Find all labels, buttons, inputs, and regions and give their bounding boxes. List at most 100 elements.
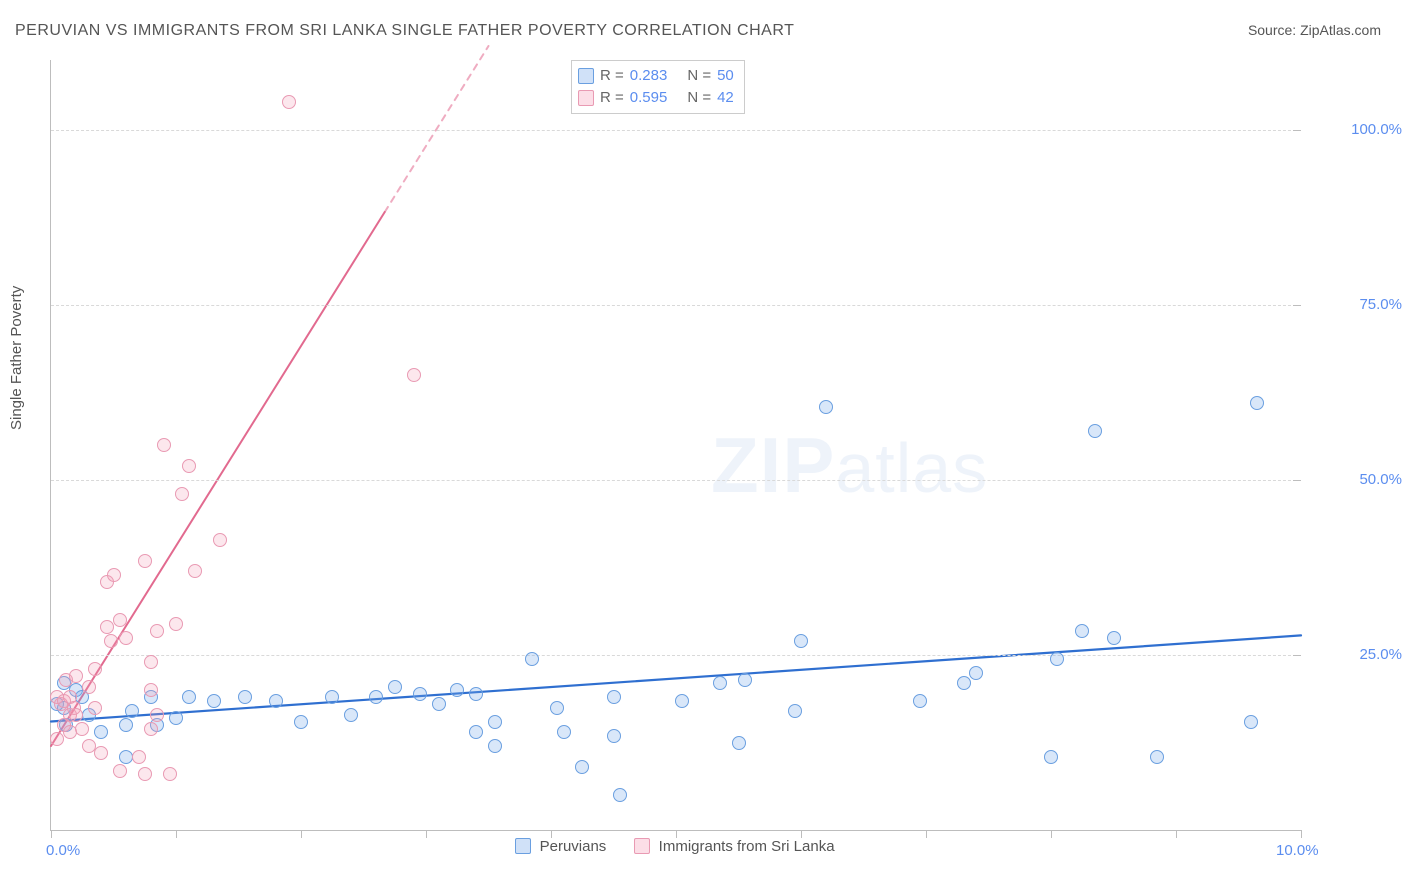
data-point-blue <box>269 694 283 708</box>
data-point-blue <box>119 718 133 732</box>
x-tick-mark <box>426 830 427 838</box>
data-point-blue <box>1088 424 1102 438</box>
swatch-pink-icon <box>578 90 594 106</box>
data-point-pink <box>82 680 96 694</box>
n-value: 42 <box>717 87 734 109</box>
trend-lines-svg <box>51 60 1301 830</box>
data-point-pink <box>104 634 118 648</box>
data-point-blue <box>675 694 689 708</box>
data-point-blue <box>1244 715 1258 729</box>
r-value: 0.283 <box>630 65 668 87</box>
data-point-pink <box>119 631 133 645</box>
x-tick-mark <box>801 830 802 838</box>
data-point-blue <box>607 690 621 704</box>
watermark-rest: atlas <box>835 429 988 507</box>
x-tick-mark <box>926 830 927 838</box>
legend-item-blue: Peruvians <box>515 838 606 855</box>
chart-title: PERUVIAN VS IMMIGRANTS FROM SRI LANKA SI… <box>15 22 794 40</box>
gridline <box>51 130 1301 131</box>
x-tick-label: 0.0% <box>46 842 80 859</box>
x-tick-mark <box>676 830 677 838</box>
data-point-blue <box>344 708 358 722</box>
data-point-pink <box>175 487 189 501</box>
right-tick-mark <box>1293 130 1301 131</box>
x-tick-label: 10.0% <box>1276 842 1319 859</box>
data-point-blue <box>788 704 802 718</box>
y-tick-label: 100.0% <box>1312 121 1402 138</box>
data-point-blue <box>607 729 621 743</box>
data-point-blue <box>819 400 833 414</box>
y-tick-label: 50.0% <box>1312 471 1402 488</box>
data-point-pink <box>100 620 114 634</box>
chart-container: PERUVIAN VS IMMIGRANTS FROM SRI LANKA SI… <box>0 0 1406 892</box>
data-point-blue <box>794 634 808 648</box>
data-point-blue <box>957 676 971 690</box>
stats-row-pink: R = 0.595 N = 42 <box>578 87 734 109</box>
watermark: ZIPatlas <box>711 420 988 511</box>
data-point-pink <box>138 767 152 781</box>
x-tick-mark <box>176 830 177 838</box>
data-point-blue <box>169 711 183 725</box>
r-label: R = <box>600 65 624 87</box>
watermark-bold: ZIP <box>711 421 835 509</box>
right-tick-mark <box>1293 480 1301 481</box>
y-tick-label: 75.0% <box>1312 296 1402 313</box>
data-point-blue <box>525 652 539 666</box>
source-value: ZipAtlas.com <box>1300 22 1381 38</box>
data-point-pink <box>69 669 83 683</box>
legend: Peruvians Immigrants from Sri Lanka <box>50 838 1300 855</box>
data-point-pink <box>282 95 296 109</box>
source-credit: Source: ZipAtlas.com <box>1248 22 1381 38</box>
data-point-pink <box>88 701 102 715</box>
data-point-blue <box>388 680 402 694</box>
data-point-blue <box>738 673 752 687</box>
data-point-blue <box>575 760 589 774</box>
data-point-blue <box>1150 750 1164 764</box>
data-point-pink <box>144 683 158 697</box>
data-point-blue <box>1050 652 1064 666</box>
data-point-blue <box>550 701 564 715</box>
right-tick-mark <box>1293 655 1301 656</box>
gridline <box>51 480 1301 481</box>
data-point-blue <box>325 690 339 704</box>
x-tick-mark <box>51 830 52 838</box>
y-tick-label: 25.0% <box>1312 646 1402 663</box>
data-point-blue <box>125 704 139 718</box>
swatch-blue-icon <box>515 838 531 854</box>
x-tick-mark <box>301 830 302 838</box>
data-point-blue <box>488 715 502 729</box>
data-point-blue <box>119 750 133 764</box>
swatch-blue-icon <box>578 68 594 84</box>
data-point-pink <box>88 662 102 676</box>
gridline <box>51 305 1301 306</box>
data-point-pink <box>107 568 121 582</box>
data-point-pink <box>213 533 227 547</box>
data-point-blue <box>369 690 383 704</box>
data-point-blue <box>613 788 627 802</box>
data-point-blue <box>432 697 446 711</box>
r-label: R = <box>600 87 624 109</box>
r-value: 0.595 <box>630 87 668 109</box>
n-label: N = <box>687 87 711 109</box>
plot-area: ZIPatlas R = 0.283 N = 50 R = 0.595 N = … <box>50 60 1301 831</box>
data-point-blue <box>450 683 464 697</box>
data-point-pink <box>144 722 158 736</box>
data-point-pink <box>94 746 108 760</box>
data-point-pink <box>182 459 196 473</box>
data-point-pink <box>163 767 177 781</box>
y-axis-label: Single Father Poverty <box>8 286 25 430</box>
legend-label: Peruvians <box>540 838 607 855</box>
data-point-pink <box>157 438 171 452</box>
data-point-pink <box>407 368 421 382</box>
data-point-pink <box>75 722 89 736</box>
data-point-pink <box>169 617 183 631</box>
data-point-pink <box>113 613 127 627</box>
data-point-blue <box>238 690 252 704</box>
n-label: N = <box>687 65 711 87</box>
data-point-blue <box>1250 396 1264 410</box>
data-point-blue <box>182 690 196 704</box>
right-tick-mark <box>1293 305 1301 306</box>
data-point-blue <box>913 694 927 708</box>
data-point-blue <box>732 736 746 750</box>
source-label: Source: <box>1248 22 1296 38</box>
